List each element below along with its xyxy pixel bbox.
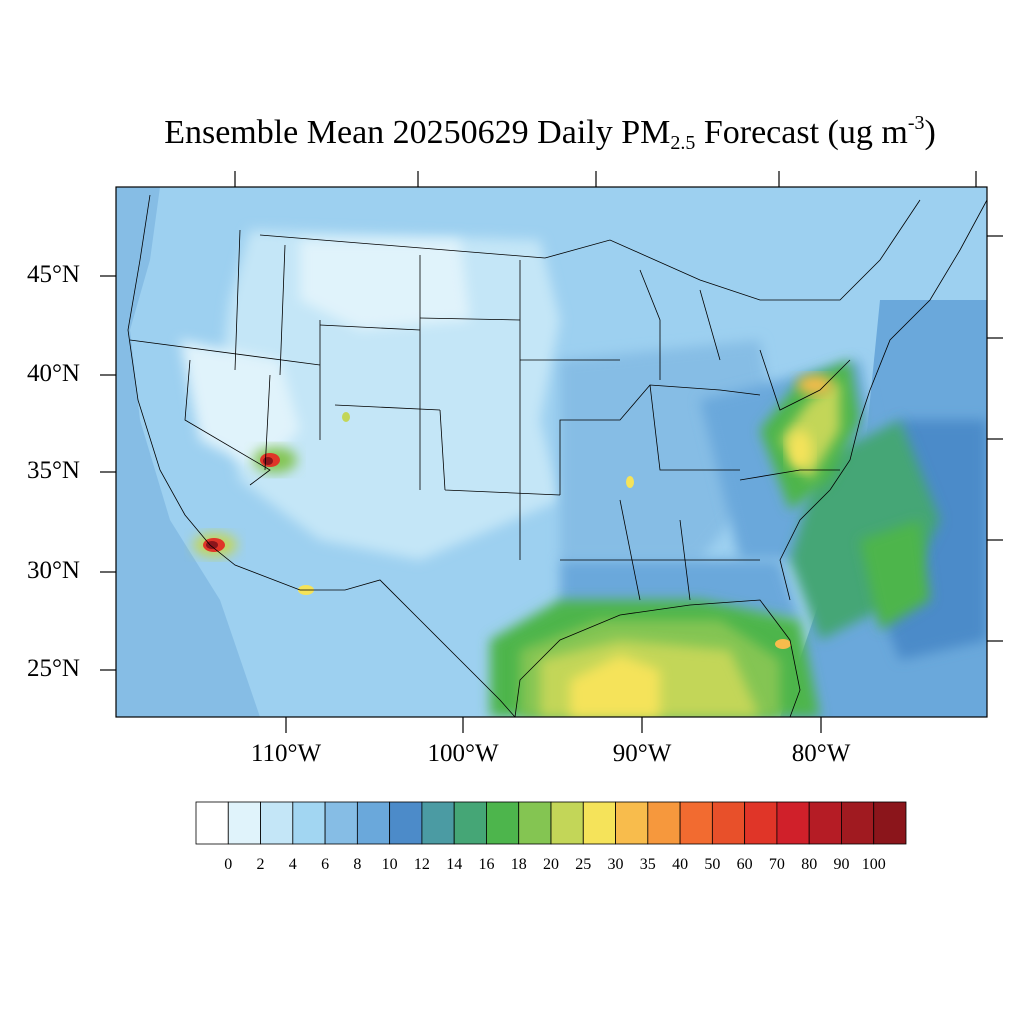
colorbar-swatch: [744, 801, 778, 845]
lon-label-80w: 80°W: [791, 740, 851, 767]
colorbar-swatch: [550, 801, 584, 845]
colorbar-swatch: [615, 801, 649, 845]
axis-ticks: [100, 171, 1003, 733]
state-boundaries: [127, 194, 987, 717]
colorbar-label: 90: [833, 856, 850, 873]
colorbar-swatch: [841, 801, 875, 845]
colorbar-swatch: [292, 801, 326, 845]
lat-label-40: 40°N: [26, 360, 80, 387]
colorbar-label: 18: [510, 856, 527, 873]
colorbar-swatch: [808, 801, 842, 845]
colorbar-label: 4: [288, 856, 297, 873]
colorbar-label: 80: [801, 856, 818, 873]
colorbar-swatch: [711, 801, 746, 845]
colorbar-swatch: [324, 801, 358, 845]
colorbar-label: 12: [413, 856, 430, 873]
colorbar-swatch: [486, 801, 520, 845]
colorbar-swatch: [195, 801, 229, 845]
lat-label-35: 35°N: [26, 457, 80, 484]
colorbar-swatch: [582, 801, 616, 845]
colorbar-label: 30: [607, 856, 624, 873]
colorbar-swatch: [453, 801, 487, 845]
colorbar-swatch: [227, 801, 261, 845]
lat-label-45: 45°N: [26, 261, 80, 288]
lon-label-110w: 110°W: [250, 740, 322, 767]
colorbar-label: 6: [321, 856, 330, 873]
colorbar-label: 10: [381, 856, 398, 873]
lon-label-100w: 100°W: [427, 740, 499, 767]
colorbar-swatch: [421, 801, 455, 845]
map-frame: [115, 186, 988, 718]
colorbar-label: 8: [353, 856, 362, 873]
colorbar-label: 35: [639, 856, 656, 873]
colorbar-label: 25: [575, 856, 592, 873]
colorbar-swatch: [647, 801, 681, 845]
colorbar-label: 70: [768, 856, 785, 873]
colorbar-swatch: [679, 801, 713, 845]
colorbar-label: 20: [543, 856, 559, 873]
colorbar-label: 2: [256, 856, 265, 873]
colorbar-label: 100: [861, 856, 886, 873]
concentration-field: [116, 187, 987, 717]
lat-label-30: 30°N: [26, 557, 80, 584]
lat-label-25: 25°N: [26, 655, 80, 682]
colorbar-swatch: [873, 801, 907, 845]
colorbar-label: 16: [478, 856, 495, 873]
colorbar-label: 50: [704, 856, 721, 873]
colorbar-label: 14: [446, 856, 463, 873]
colorbar-label: 40: [672, 856, 689, 873]
colorbar-label: 60: [736, 856, 753, 873]
colorbar-label: 0: [224, 856, 233, 873]
colorbar-swatch: [260, 801, 294, 845]
lon-label-90w: 90°W: [612, 740, 672, 767]
colorbar-swatch: [389, 801, 423, 845]
colorbar-swatch: [518, 801, 552, 845]
colorbar: [195, 801, 907, 845]
colorbar-swatch: [776, 801, 810, 845]
map-title: Ensemble Mean 20250629 Daily PM2.5 Forec…: [164, 112, 936, 154]
colorbar-swatch: [356, 801, 391, 845]
